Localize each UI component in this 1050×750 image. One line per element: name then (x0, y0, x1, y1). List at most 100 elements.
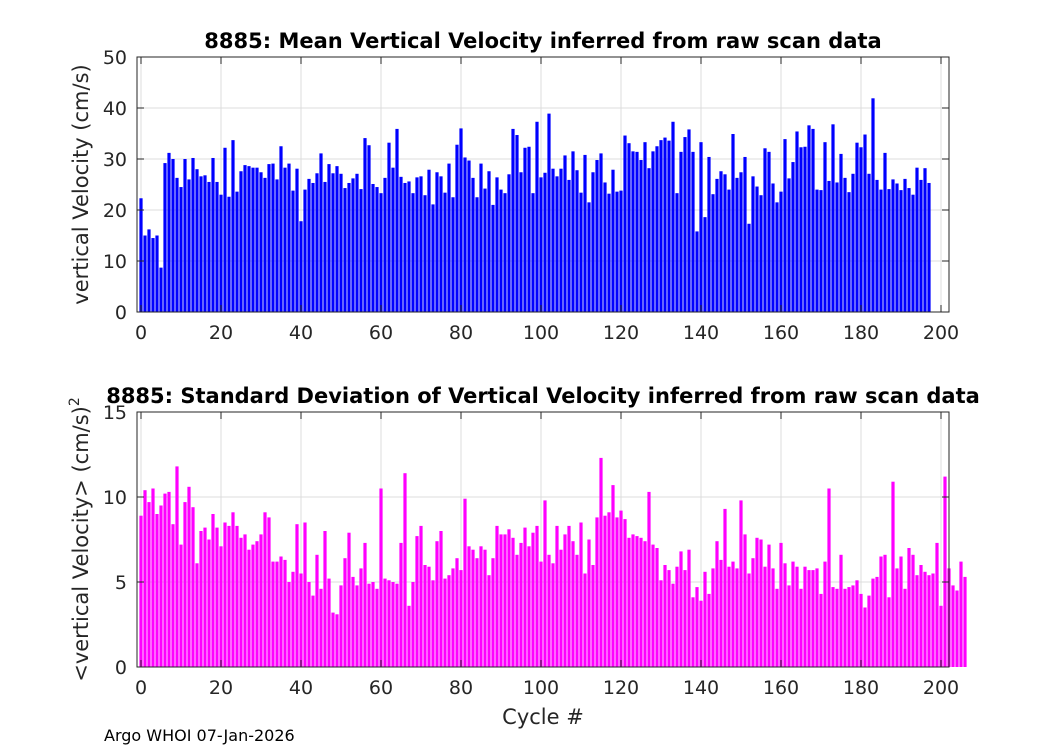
bar (231, 512, 235, 667)
bar (323, 531, 327, 667)
bar (655, 548, 659, 667)
bar (883, 152, 887, 312)
bar (575, 170, 579, 312)
bar (431, 204, 435, 312)
bar (171, 524, 175, 667)
bar (483, 188, 487, 312)
bar (619, 190, 623, 312)
bar (635, 151, 639, 312)
bar (887, 597, 891, 667)
bar (671, 121, 675, 313)
bar (915, 167, 919, 312)
bar (583, 573, 587, 667)
bar (899, 190, 903, 312)
bar (351, 576, 355, 667)
bar (395, 583, 399, 667)
bar (159, 505, 163, 667)
bar (427, 169, 431, 312)
bar (179, 544, 183, 667)
bar (527, 146, 531, 312)
bar (807, 125, 811, 312)
bar (327, 164, 331, 312)
bar (207, 539, 211, 667)
bar (711, 194, 715, 312)
bar (263, 512, 267, 667)
bar (587, 202, 591, 312)
bar (559, 168, 563, 312)
bar (279, 556, 283, 667)
bar (351, 178, 355, 312)
bar (331, 173, 335, 312)
bar (631, 151, 635, 312)
bar (491, 204, 495, 312)
mean-velocity-chart: 0 20 40 60 80 100 120 140 160 180 200 0 10 20 30 40 50 8… (69, 29, 959, 344)
x-tick-label: 0 (135, 677, 147, 699)
bar (407, 605, 411, 667)
bar (455, 558, 459, 667)
bar (143, 235, 147, 312)
bar (339, 585, 343, 667)
bar (795, 131, 799, 312)
footer-credit: Argo WHOI 07-Jan-2026 (104, 726, 295, 745)
bar (759, 195, 763, 312)
bar (411, 582, 415, 667)
bar (903, 178, 907, 312)
bar (495, 525, 499, 667)
bar (707, 156, 711, 312)
bar (727, 566, 731, 667)
bar (359, 568, 363, 667)
bar (747, 223, 751, 312)
bar (219, 546, 223, 667)
bar (643, 142, 647, 312)
bar (555, 176, 559, 312)
bar (827, 488, 831, 667)
bar (399, 542, 403, 667)
bar (619, 510, 623, 667)
bar (139, 515, 143, 667)
bar (183, 159, 187, 312)
bar (767, 544, 771, 667)
bar (151, 238, 155, 312)
bar (851, 585, 855, 667)
bar (375, 187, 379, 312)
bar (427, 566, 431, 667)
bar (783, 563, 787, 667)
bar (467, 546, 471, 667)
y-axis-label-superscript: 2 (67, 397, 83, 406)
axes-frame (136, 411, 950, 668)
bar (699, 142, 703, 312)
bar (311, 182, 315, 312)
bar (347, 182, 351, 312)
bar (491, 558, 495, 667)
x-tick-label: 200 (923, 677, 959, 699)
bar (275, 179, 279, 312)
bar (343, 558, 347, 667)
bar (687, 129, 691, 312)
bar (403, 182, 407, 312)
bar (751, 558, 755, 667)
x-tick-label: 160 (763, 322, 799, 344)
x-tick-label: 100 (523, 322, 559, 344)
x-tick-label: 0 (135, 322, 147, 344)
bar (139, 198, 143, 312)
x-tick-label: 80 (449, 322, 473, 344)
bar (875, 179, 879, 312)
bar (515, 554, 519, 667)
bar (363, 542, 367, 667)
bar (543, 172, 547, 312)
bar (255, 541, 259, 667)
bar (855, 580, 859, 667)
bar (907, 548, 911, 667)
bar (907, 188, 911, 312)
chart-title: 8885: Mean Vertical Velocity inferred fr… (204, 29, 881, 53)
bar (963, 576, 967, 667)
bar (163, 493, 167, 667)
bar (719, 171, 723, 312)
bar (655, 146, 659, 312)
bar (335, 614, 339, 667)
x-tick-label: 40 (289, 322, 313, 344)
bar (591, 565, 595, 667)
bar (475, 558, 479, 667)
bar (283, 167, 287, 312)
